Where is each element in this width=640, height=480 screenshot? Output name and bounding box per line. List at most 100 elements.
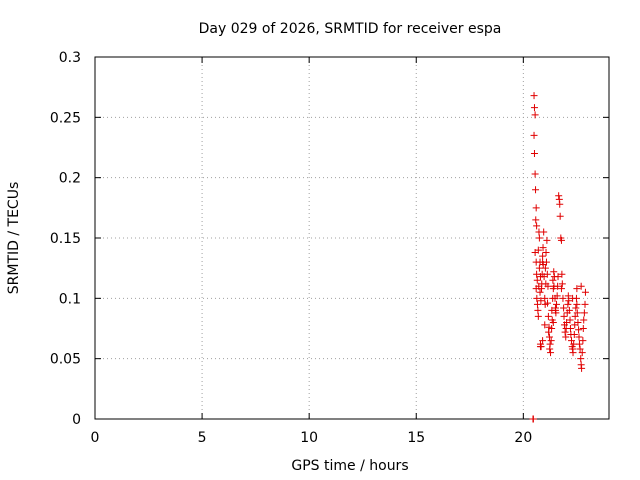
data-point: [569, 349, 577, 357]
grid: [95, 57, 609, 419]
data-point: [542, 248, 550, 256]
data-point: [530, 92, 538, 100]
data-points: [529, 92, 589, 423]
data-point: [536, 343, 544, 351]
data-point: [575, 326, 583, 334]
data-point: [534, 306, 542, 314]
y-tick-label: 0.05: [50, 352, 81, 368]
x-tick-label: 5: [198, 430, 207, 446]
data-point: [539, 337, 547, 345]
data-point: [554, 273, 562, 281]
data-point: [576, 345, 584, 353]
y-axis-label: SRMTID / TECUs: [6, 182, 22, 295]
axis-ticks: 0 5 10 15 20 0 0.05 0.1 0.15 0.2 0.25 0.3: [50, 50, 609, 446]
data-point: [543, 270, 551, 278]
data-point: [579, 337, 587, 345]
data-point: [580, 309, 588, 317]
data-point: [556, 212, 564, 220]
data-point: [532, 204, 540, 212]
data-point: [530, 104, 538, 112]
chart-title: Day 029 of 2026, SRMTID for receiver esp…: [199, 21, 502, 37]
data-point: [539, 244, 547, 252]
x-tick-label: 20: [514, 430, 532, 446]
data-point: [579, 325, 587, 332]
data-point: [549, 276, 557, 284]
data-point: [545, 328, 553, 336]
data-point: [546, 345, 554, 353]
y-tick-label: 0: [72, 412, 81, 428]
data-point: [577, 355, 585, 363]
data-point: [543, 236, 551, 244]
data-point: [530, 150, 538, 158]
y-tick-label: 0.1: [59, 291, 81, 307]
data-point: [550, 268, 558, 276]
x-tick-label: 0: [91, 430, 100, 446]
data-point: [562, 333, 570, 341]
data-point: [560, 304, 568, 312]
data-point: [556, 200, 564, 208]
data-point: [561, 328, 569, 336]
data-point: [553, 292, 561, 300]
y-tick-label: 0.2: [59, 171, 81, 187]
data-point: [544, 299, 552, 307]
data-point: [535, 264, 543, 272]
data-point: [572, 304, 580, 312]
data-point: [549, 318, 557, 326]
data-point: [532, 186, 540, 194]
data-point: [581, 300, 589, 308]
data-point: [551, 306, 559, 314]
data-point: [573, 309, 581, 317]
data-point: [554, 282, 562, 290]
data-point: [529, 415, 537, 423]
data-point: [533, 276, 541, 284]
data-point: [537, 297, 545, 305]
data-point: [547, 349, 555, 357]
data-point: [530, 131, 538, 139]
data-point: [539, 252, 547, 260]
data-point: [565, 297, 573, 305]
y-tick-label: 0.25: [50, 110, 81, 126]
data-point: [540, 228, 548, 236]
data-point: [541, 294, 549, 302]
data-point: [531, 111, 539, 119]
data-point: [553, 300, 561, 308]
data-point: [559, 294, 567, 302]
data-point: [570, 331, 578, 339]
data-point: [566, 325, 574, 332]
data-point: [578, 364, 586, 372]
data-point: [573, 285, 581, 293]
data-point: [533, 222, 541, 230]
data-point: [544, 312, 552, 320]
data-point: [545, 333, 553, 341]
data-point: [558, 270, 566, 278]
data-point: [534, 246, 542, 254]
y-tick-label: 0.3: [59, 50, 81, 66]
data-point: [580, 316, 588, 324]
data-point: [573, 300, 581, 308]
data-point: [548, 325, 556, 332]
data-point: [577, 282, 585, 290]
data-point: [571, 312, 579, 320]
data-point: [536, 288, 544, 296]
data-point: [541, 321, 549, 329]
data-point: [532, 216, 540, 224]
data-point: [578, 349, 586, 357]
data-point: [566, 316, 574, 324]
data-point: [558, 280, 566, 288]
data-point: [560, 312, 568, 320]
data-point: [544, 282, 552, 290]
data-point: [557, 285, 565, 293]
data-point: [542, 258, 550, 266]
data-point: [569, 294, 577, 302]
data-point: [535, 234, 543, 242]
x-tick-label: 15: [407, 430, 425, 446]
y-tick-label: 0.15: [50, 231, 81, 247]
data-point: [581, 288, 589, 296]
data-point: [568, 337, 576, 345]
x-tick-label: 10: [300, 430, 318, 446]
data-point: [575, 333, 583, 341]
data-point: [574, 318, 582, 326]
data-point: [564, 300, 572, 308]
data-point: [575, 340, 583, 348]
